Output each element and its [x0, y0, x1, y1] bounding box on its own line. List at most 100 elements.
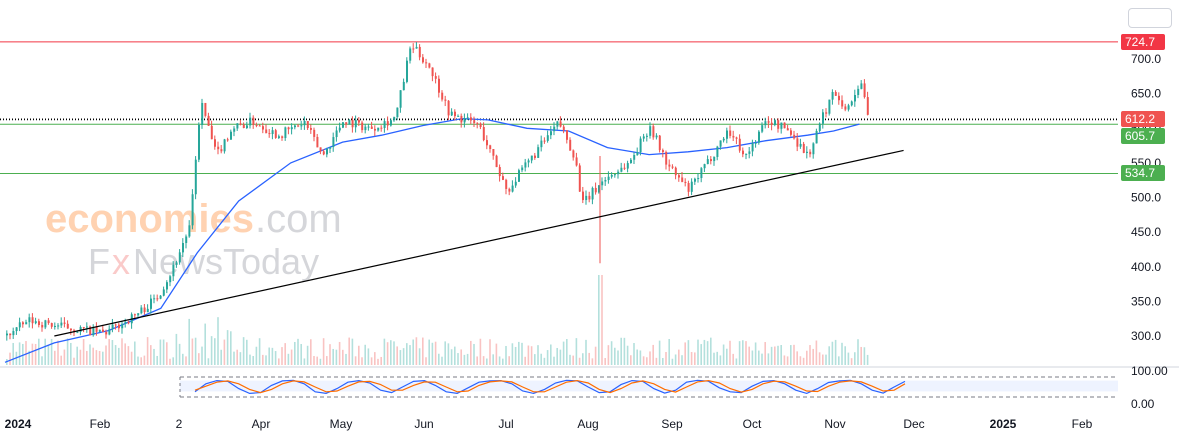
volume-bar — [358, 345, 360, 365]
trendline[interactable] — [54, 149, 904, 337]
candle-body — [441, 92, 444, 100]
candle-body — [335, 130, 338, 138]
volume-bar — [137, 356, 139, 365]
volume-bar — [838, 356, 840, 365]
candle-body — [66, 323, 69, 329]
volume-bar — [95, 350, 98, 365]
candle-body — [761, 125, 764, 132]
volume-bar — [278, 358, 280, 365]
candle-body — [473, 120, 476, 124]
candle-body — [470, 117, 472, 121]
volume-bar — [70, 342, 72, 365]
candle-body — [742, 150, 744, 155]
candle-body — [281, 136, 284, 139]
volume-bar — [374, 352, 376, 365]
volume-bar — [326, 356, 328, 365]
volume-bar — [847, 352, 850, 365]
volume-bar — [598, 275, 600, 365]
volume-bar — [230, 331, 232, 365]
volume-bar — [735, 358, 738, 365]
candle-body — [566, 130, 568, 140]
price-badge-605.7: 605.7 — [1125, 129, 1155, 143]
volume-bar — [684, 342, 686, 365]
candle-body — [834, 92, 837, 96]
time-tick-label: Feb — [1072, 417, 1093, 431]
volume-bar — [319, 358, 322, 365]
time-tick-label: Jun — [414, 417, 433, 431]
volume-bar — [102, 351, 104, 365]
time-tick-label: 2024 — [5, 417, 32, 431]
candle-body — [12, 331, 15, 336]
candle-body — [745, 153, 748, 155]
volume-bar — [460, 349, 462, 365]
candle-body — [306, 121, 309, 129]
volume-bar — [706, 341, 709, 365]
volume-bar — [550, 344, 552, 365]
candle-body — [44, 320, 47, 328]
price-tick-label: 400.0 — [1131, 260, 1161, 274]
candle-body — [358, 120, 360, 123]
time-tick-label: May — [330, 417, 353, 431]
volume-bar — [793, 344, 795, 365]
candle-body — [559, 121, 562, 127]
volume-bar — [306, 345, 309, 365]
candle-body — [380, 127, 383, 129]
volume-bar — [31, 343, 34, 365]
candle-body — [406, 60, 408, 82]
candle-body — [466, 117, 469, 119]
time-tick-label: 2025 — [990, 417, 1017, 431]
volume-bar — [233, 351, 235, 365]
candle-body — [258, 125, 261, 127]
candle-body — [553, 126, 556, 132]
candle-body — [178, 252, 181, 263]
volume-bar — [322, 338, 325, 365]
volume-bar — [172, 357, 174, 365]
candle-body — [326, 148, 328, 155]
volume-bar — [108, 339, 110, 365]
volume-bar — [722, 344, 725, 365]
volume-bar — [774, 346, 776, 365]
volume-bar — [351, 338, 354, 365]
candle-body — [809, 151, 812, 155]
volume-bar — [556, 347, 558, 365]
candle-body — [396, 107, 399, 118]
candle-body — [92, 326, 95, 336]
candle-body — [156, 298, 159, 300]
candle-body — [274, 130, 277, 138]
candle-body — [687, 183, 690, 192]
price-scale-settings-button[interactable] — [1128, 8, 1172, 28]
volume-bar — [690, 352, 693, 365]
volume-bar — [220, 349, 222, 365]
time-axis[interactable]: 2024 Feb 2 Apr May Jun Jul Aug Sep Oct Nov Dec 2025 F… — [5, 417, 1093, 431]
volume-bar — [786, 356, 789, 365]
price-axis[interactable]: 300.0350.0400.0450.0500.0550.0600.0650.0… — [1131, 52, 1168, 411]
volume-bar — [143, 355, 146, 365]
moving-average — [4, 117, 860, 363]
candle-body — [815, 130, 818, 144]
volume-bar — [534, 354, 536, 365]
volume-bar — [38, 338, 40, 365]
candle-body — [246, 125, 248, 129]
volume-bar — [127, 346, 130, 365]
volume-bar — [822, 354, 824, 365]
candle-body — [303, 121, 306, 126]
volume-bar — [457, 353, 459, 365]
volume-bar — [866, 354, 869, 365]
volume-bar — [649, 351, 651, 365]
volume-bar — [118, 347, 120, 365]
price-badge-534.7: 534.7 — [1125, 166, 1155, 180]
watermark: economies .com F x NewsToday — [45, 197, 342, 282]
volume-bar — [185, 356, 187, 365]
volume-bar — [582, 353, 584, 365]
candle-body — [41, 324, 44, 328]
price-tick-label: 450.0 — [1131, 225, 1161, 239]
time-tick-label: Aug — [577, 417, 598, 431]
candle-body — [236, 123, 239, 129]
volume-bar — [194, 337, 197, 365]
volume-bar — [418, 348, 421, 365]
volume-bar — [342, 349, 344, 365]
volume-bar — [335, 349, 338, 365]
volume-bar — [255, 346, 258, 365]
volume-bar — [476, 356, 478, 365]
